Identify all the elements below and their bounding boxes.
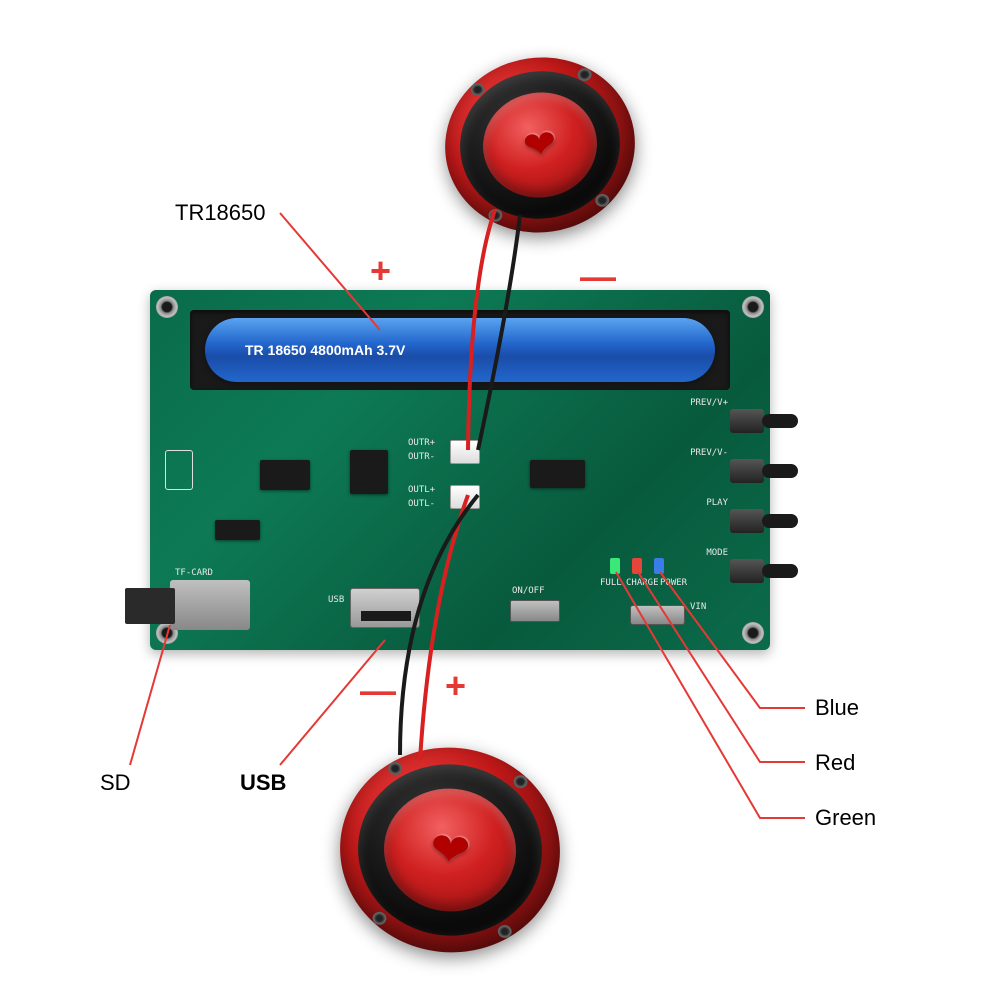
- silk-onoff: ON/OFF: [512, 586, 545, 596]
- silk-play: PLAY: [706, 498, 728, 508]
- silk-charge: CHARGE: [626, 578, 659, 588]
- polarity-top-minus: —: [580, 256, 616, 298]
- label-usb: USB: [240, 770, 286, 796]
- screw-hole: [742, 296, 764, 318]
- silk-full: FULL: [600, 578, 622, 588]
- chip: [215, 520, 260, 540]
- micro-usb-port: [630, 605, 685, 625]
- screw-hole: [742, 622, 764, 644]
- label-sd: SD: [100, 770, 131, 796]
- bluetooth-icon: [165, 450, 193, 490]
- speaker-connector-r: [450, 440, 480, 464]
- label-led-blue: Blue: [815, 695, 859, 721]
- led-red: [632, 558, 642, 574]
- label-led-red: Red: [815, 750, 855, 776]
- silk-outl-m: OUTL-: [408, 499, 435, 509]
- button-prev-minus: [730, 408, 800, 434]
- chip: [350, 450, 388, 494]
- usb-port: [350, 588, 420, 628]
- led-green: [610, 558, 620, 574]
- silk-prev2: PREV/V+: [690, 398, 728, 408]
- button-mode: [730, 558, 800, 584]
- silk-tfcard: TF-CARD: [175, 568, 213, 578]
- polarity-bottom-minus: —: [360, 670, 396, 712]
- silk-mode: MODE: [706, 548, 728, 558]
- pcb-board: TR 18650 4800mAh 3.7V OUTR+ OUTR- OUTL+ …: [150, 290, 770, 650]
- usb-inner: [361, 611, 411, 621]
- button-play: [730, 508, 800, 534]
- polarity-top-plus: +: [370, 250, 391, 292]
- battery-cell: TR 18650 4800mAh 3.7V: [205, 318, 715, 382]
- battery-text: TR 18650 4800mAh 3.7V: [245, 342, 405, 358]
- heart-icon: ❤: [427, 822, 472, 878]
- screw-hole: [156, 296, 178, 318]
- silk-outr-p: OUTR+: [408, 438, 435, 448]
- sd-card: [125, 588, 175, 624]
- polarity-bottom-plus: +: [445, 665, 466, 707]
- silk-prev1: PREV/V-: [690, 448, 728, 458]
- speaker-top: ❤: [434, 45, 646, 245]
- led-blue: [654, 558, 664, 574]
- heart-icon: ❤: [520, 122, 559, 169]
- chip: [530, 460, 585, 488]
- label-battery: TR18650: [175, 200, 266, 226]
- label-led-green: Green: [815, 805, 876, 831]
- silk-outr-m: OUTR-: [408, 452, 435, 462]
- silk-power: POWER: [660, 578, 687, 588]
- speaker-bottom: ❤: [330, 737, 570, 963]
- sd-slot: [170, 580, 250, 630]
- power-switch: [510, 600, 560, 622]
- silk-outl-p: OUTL+: [408, 485, 435, 495]
- button-prev-plus: [730, 458, 800, 484]
- chip: [260, 460, 310, 490]
- silk-usb: USB: [328, 595, 344, 605]
- speaker-connector-l: [450, 485, 480, 509]
- silk-vin: VIN: [690, 602, 706, 612]
